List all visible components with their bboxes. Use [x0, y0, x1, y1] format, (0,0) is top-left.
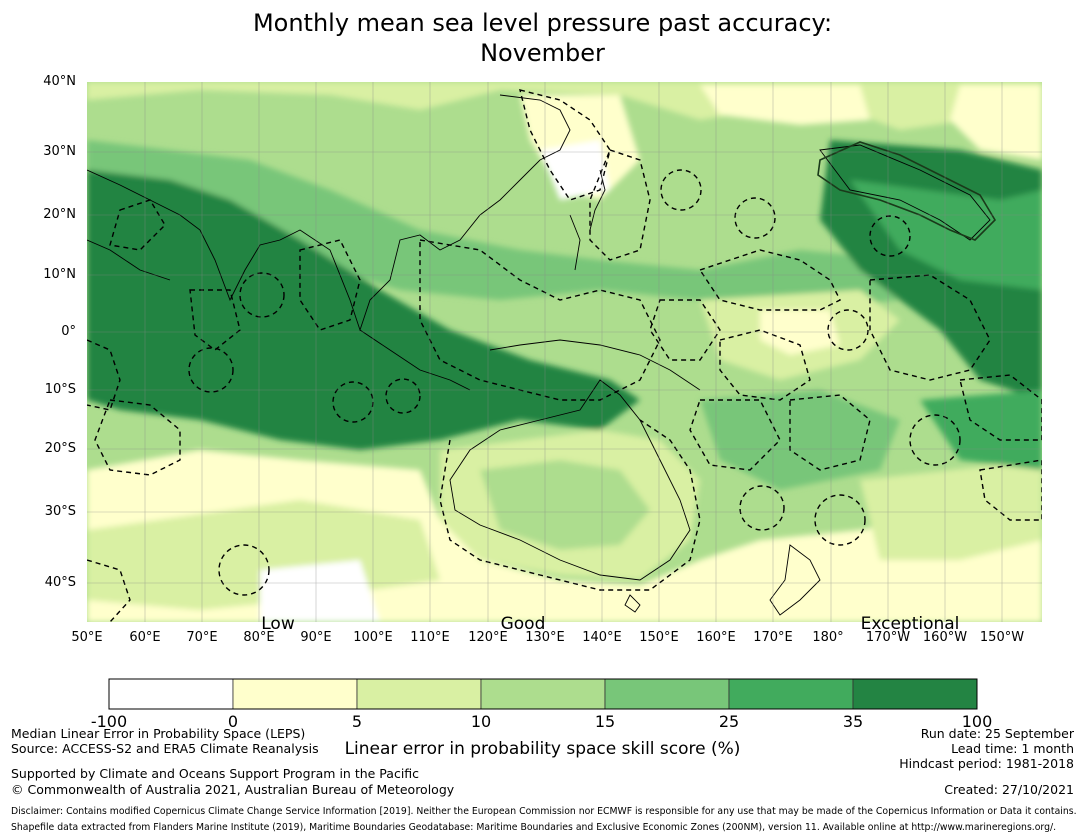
colorbar-tick: 10: [470, 712, 492, 731]
lon-label: 150°W: [979, 630, 1025, 645]
lon-label: 170°W: [865, 630, 911, 645]
hawaii-eez-boundary: [817, 141, 997, 241]
lon-label: 120°E: [468, 630, 508, 645]
title-line-1: Monthly mean sea level pressure past acc…: [252, 9, 833, 37]
lon-label: 160°E: [696, 630, 736, 645]
lon-label: 160°W: [922, 630, 968, 645]
lon-label: 130°E: [525, 630, 565, 645]
lat-label-40n: 40°N: [43, 74, 76, 89]
colorbar-border: [108, 678, 978, 710]
colorbar-tick: 100: [961, 712, 993, 731]
colorbar-label: Linear error in probability space skill …: [344, 739, 741, 759]
colorbar-tick: 0: [227, 712, 239, 731]
lat-label-30s: 30°S: [44, 504, 76, 519]
lat-label-10s: 10°S: [44, 382, 76, 397]
disclaimer-shapefile: Shapefile data extracted from Flanders M…: [11, 822, 1057, 833]
colorbar-tick: -100: [90, 712, 128, 731]
lon-label: 150°E: [639, 630, 679, 645]
category-good: Good: [500, 614, 546, 634]
lon-label: 70°E: [186, 630, 218, 645]
lat-label-20s: 20°S: [44, 441, 76, 456]
skill-field: [87, 82, 1042, 622]
colorbar: [108, 678, 978, 710]
footer-lead-time: Lead time: 1 month: [951, 741, 1074, 756]
colorbar-segment: [480, 678, 606, 710]
footer-copyright: © Commonwealth of Australia 2021, Austra…: [11, 782, 455, 797]
footer-run-date: Run date: 25 September: [920, 726, 1074, 741]
lat-label-20n: 20°N: [43, 207, 76, 222]
colorbar-segment: [108, 678, 234, 710]
lon-label: 180°: [812, 630, 844, 645]
footer-leps: Median Linear Error in Probability Space…: [11, 726, 306, 741]
category-exceptional: Exceptional: [860, 614, 960, 634]
lon-label: 100°E: [353, 630, 393, 645]
title-line-2: November: [480, 39, 605, 67]
lat-label-10n: 10°N: [43, 267, 76, 282]
category-low: Low: [261, 614, 295, 634]
footer-created: Created: 27/10/2021: [944, 782, 1074, 797]
lon-label: 50°E: [71, 630, 103, 645]
colorbar-tick: 15: [594, 712, 616, 731]
footer-support: Supported by Climate and Oceans Support …: [11, 766, 420, 781]
lon-label: 80°E: [243, 630, 275, 645]
colorbar-tick: 5: [351, 712, 363, 731]
colorbar-segment: [356, 678, 482, 710]
lon-label: 90°E: [300, 630, 332, 645]
lon-label: 110°E: [410, 630, 450, 645]
colorbar-tick: 35: [842, 712, 864, 731]
colorbar-segment: [728, 678, 854, 710]
colorbar-tick: 25: [718, 712, 740, 731]
lat-label-40s: 40°S: [44, 575, 76, 590]
lon-label: 60°E: [129, 630, 161, 645]
colorbar-segment: [232, 678, 358, 710]
lon-label: 170°E: [753, 630, 793, 645]
footer-hindcast: Hindcast period: 1981-2018: [899, 756, 1074, 771]
footer-source: Source: ACCESS-S2 and ERA5 Climate Reana…: [11, 741, 319, 756]
disclaimer-copernicus: Disclaimer: Contains modified Copernicus…: [11, 806, 1077, 817]
lon-label: 140°E: [582, 630, 622, 645]
lat-label-30n: 30°N: [43, 144, 76, 159]
chart-title: Monthly mean sea level pressure past acc…: [0, 8, 1085, 68]
graticule: [87, 82, 1042, 622]
colorbar-segment: [852, 678, 978, 710]
lat-label-0: 0°: [61, 324, 76, 339]
eez-boundaries: [87, 89, 1042, 622]
colorbar-segment: [604, 678, 730, 710]
